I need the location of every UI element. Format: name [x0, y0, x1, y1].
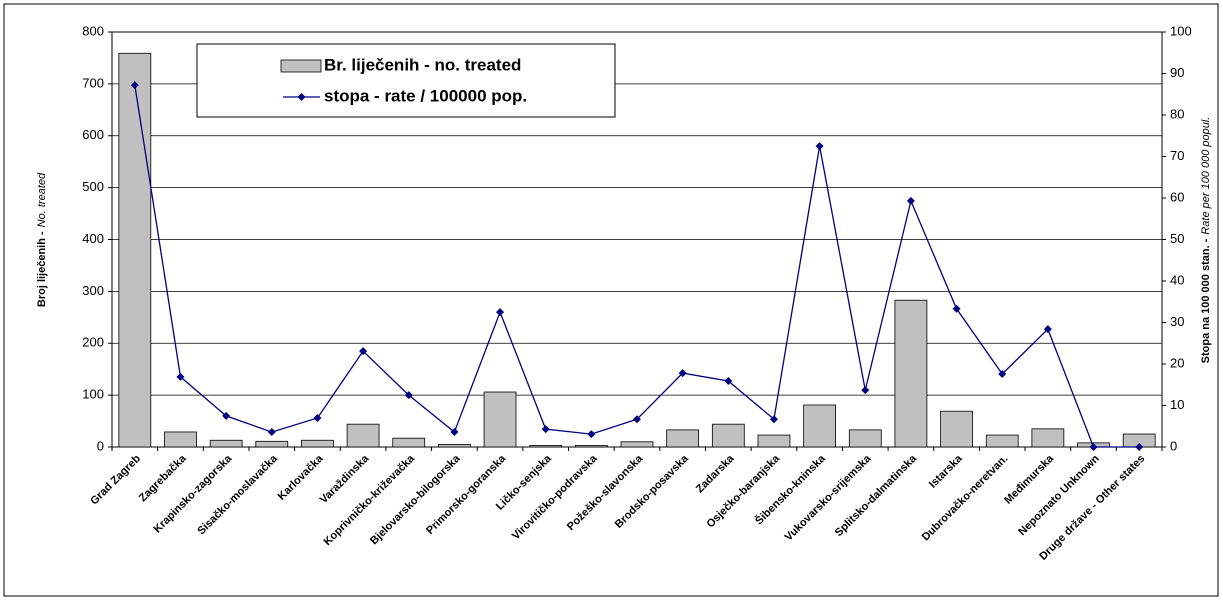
y2-tick-label: 50	[1170, 231, 1184, 246]
y2-tick-label: 90	[1170, 65, 1184, 80]
rate-marker	[724, 377, 733, 386]
rate-marker	[998, 369, 1007, 378]
y-tick-label: 400	[82, 231, 104, 246]
bar	[848, 429, 882, 448]
y-tick-label: 100	[82, 387, 104, 402]
rate-marker	[176, 372, 185, 381]
y2-tick-label: 60	[1170, 189, 1184, 204]
rate-marker	[1135, 443, 1144, 451]
bar	[803, 404, 836, 448]
y2-axis-label-sub: Rate per 100 000 popul.	[1200, 117, 1212, 235]
bar	[438, 444, 471, 448]
rate-marker	[633, 415, 641, 424]
bar	[620, 441, 654, 448]
y2-axis-label-main: Stopa na 100 000 stan. -	[1200, 238, 1212, 363]
rate-marker	[952, 304, 961, 313]
rate-marker	[404, 391, 413, 400]
bar	[209, 439, 243, 448]
rate-marker	[861, 386, 870, 395]
y-tick-label: 600	[82, 127, 104, 142]
bar	[164, 431, 197, 448]
y2-tick-label: 0	[1170, 438, 1177, 453]
rate-marker	[313, 413, 322, 422]
y-tick-label: 800	[82, 23, 104, 38]
bar	[392, 437, 426, 448]
bar	[301, 439, 334, 448]
rate-marker	[906, 196, 915, 205]
bar	[1031, 428, 1065, 448]
rate-marker	[1043, 325, 1052, 334]
rate-marker	[1089, 443, 1098, 451]
y-axis-label-sub: No. treated	[36, 172, 48, 227]
y-axis-label-main: Broj liječenih -	[36, 231, 48, 307]
bar	[255, 440, 289, 448]
bar	[985, 434, 1019, 448]
rate-marker	[587, 430, 596, 439]
bar	[666, 429, 700, 448]
rate-marker	[130, 81, 139, 90]
y-axis-label: Broj liječenih - No. treated	[36, 172, 48, 307]
rate-marker	[815, 142, 824, 151]
rate-marker	[769, 415, 778, 424]
y2-tick-label: 20	[1170, 355, 1184, 370]
rate-marker	[678, 369, 687, 378]
y-tick-label: 500	[82, 179, 104, 194]
rate-marker	[450, 428, 459, 437]
bar	[529, 445, 563, 448]
rate-marker	[222, 411, 231, 420]
bar	[118, 52, 152, 448]
legend-box	[196, 43, 616, 118]
y-tick-label: 0	[97, 438, 104, 453]
y2-tick-label: 10	[1170, 397, 1184, 412]
bar	[574, 445, 608, 448]
rate-marker	[496, 308, 505, 317]
y2-tick-label: 70	[1170, 148, 1184, 163]
y-tick-label: 700	[82, 75, 104, 90]
y-tick-label: 300	[82, 283, 104, 298]
y2-tick-label: 80	[1170, 106, 1184, 121]
y-tick-label: 200	[82, 335, 104, 350]
rate-marker	[359, 347, 368, 356]
bar	[711, 423, 745, 448]
rate-marker	[541, 425, 550, 434]
bar	[894, 299, 928, 448]
y2-tick-label: 40	[1170, 272, 1184, 287]
legend-marker	[297, 93, 306, 101]
bar	[483, 391, 517, 448]
legend-label: Br. liječenih - no. treated	[324, 55, 521, 74]
legend-label: stopa - rate / 100000 pop.	[324, 86, 527, 105]
y2-tick-label: 30	[1170, 314, 1184, 329]
y2-axis-label: Stopa na 100 000 stan. - Rate per 100 000…	[1200, 117, 1212, 364]
rate-marker	[267, 428, 276, 437]
bar	[346, 423, 380, 448]
bar	[940, 410, 973, 448]
y2-tick-label: 100	[1170, 23, 1192, 38]
bar	[757, 434, 791, 448]
legend-swatch	[280, 59, 322, 73]
